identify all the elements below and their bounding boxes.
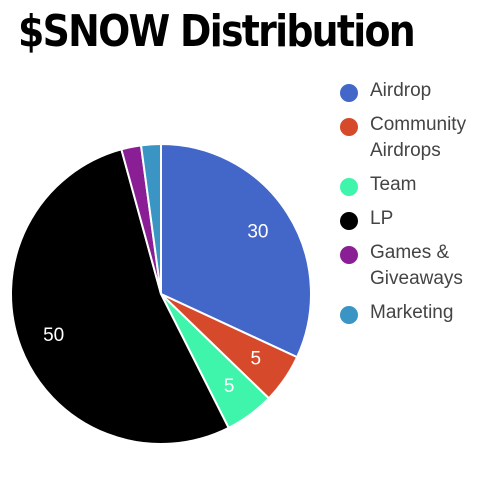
legend-label: LP [370,208,394,229]
legend-label: Community Airdrops [370,114,467,161]
legend-item: Airdrop [340,78,490,104]
legend-item: LP [340,206,490,232]
slice-value-label: 5 [224,376,235,397]
slice-value-label: 30 [247,222,268,243]
pie-slice-marketing [139,142,162,295]
chart-title: $SNOW Distribution [18,6,416,57]
legend-item: Community Airdrops [340,112,490,164]
legend-item: Games & Giveaways [340,240,490,292]
legend-swatch [340,246,358,264]
legend-label: Games & Giveaways [370,242,463,289]
legend-label: Marketing [370,302,454,323]
pie-slice-lp [10,148,230,445]
pie-slices [10,142,312,445]
legend-swatch [340,178,358,196]
legend-item: Marketing [340,300,490,326]
legend-label: Airdrop [370,80,432,101]
legend-swatch [340,118,358,136]
legend-item: Team [340,172,490,198]
slice-value-label: 50 [43,325,64,346]
slice-value-label: 5 [251,349,262,370]
legend-swatch [340,212,358,230]
legend-swatch [340,306,358,324]
legend-label: Team [370,174,417,195]
pie-slice-airdrop [160,142,312,359]
legend: Airdrop Community Airdrops Team LP Games & G… [340,78,490,334]
legend-swatch [340,84,358,102]
pie-value-labels: 30 55 50 [43,222,268,397]
